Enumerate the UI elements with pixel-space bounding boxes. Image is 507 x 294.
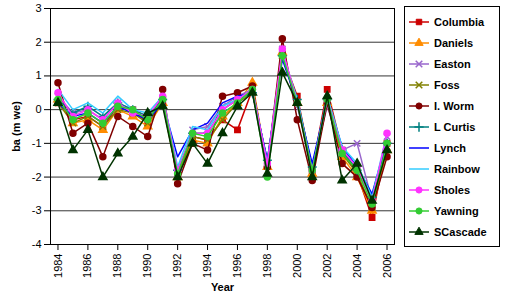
svg-text:1992: 1992 (171, 254, 183, 278)
svg-text:-2: -2 (32, 171, 42, 183)
html-text:L Curtis: L Curtis (434, 120, 476, 133)
svg-text:-4: -4 (32, 238, 42, 250)
svg-text:2002: 2002 (321, 254, 333, 278)
html-text:Yawning: Yawning (434, 204, 479, 217)
svg-text:1990: 1990 (141, 254, 153, 278)
html-text:Foss: Foss (434, 78, 460, 91)
svg-text:1: 1 (35, 69, 41, 81)
svg-text:2: 2 (35, 36, 41, 48)
svg-text:0: 0 (35, 103, 41, 115)
svg-text:1986: 1986 (81, 254, 93, 278)
svg-text:3: 3 (35, 2, 41, 14)
svg-text:2000: 2000 (291, 254, 303, 278)
svg-text:-3: -3 (32, 204, 42, 216)
svg-text:1994: 1994 (201, 254, 213, 278)
html-text:SCascade: SCascade (434, 225, 487, 238)
html-text:Columbia: Columbia (434, 15, 485, 28)
svg-text:Year: Year (211, 281, 235, 293)
svg-text:ba (m we): ba (m we) (10, 101, 22, 152)
svg-text:1998: 1998 (261, 254, 273, 278)
html-text:Daniels: Daniels (434, 36, 474, 49)
svg-text:1988: 1988 (111, 254, 123, 278)
html-text:Lynch: Lynch (434, 141, 466, 154)
svg-text:-1: -1 (32, 137, 42, 149)
html-text:Rainbow: Rainbow (434, 162, 480, 175)
svg-text:1984: 1984 (51, 254, 63, 278)
svg-text:2006: 2006 (381, 254, 393, 278)
html-text:Sholes: Sholes (434, 183, 471, 196)
svg-text:2004: 2004 (351, 254, 363, 278)
html-text:I. Worm: I. Worm (434, 99, 475, 112)
html-text:Easton: Easton (434, 57, 471, 70)
svg-text:1996: 1996 (231, 254, 243, 278)
